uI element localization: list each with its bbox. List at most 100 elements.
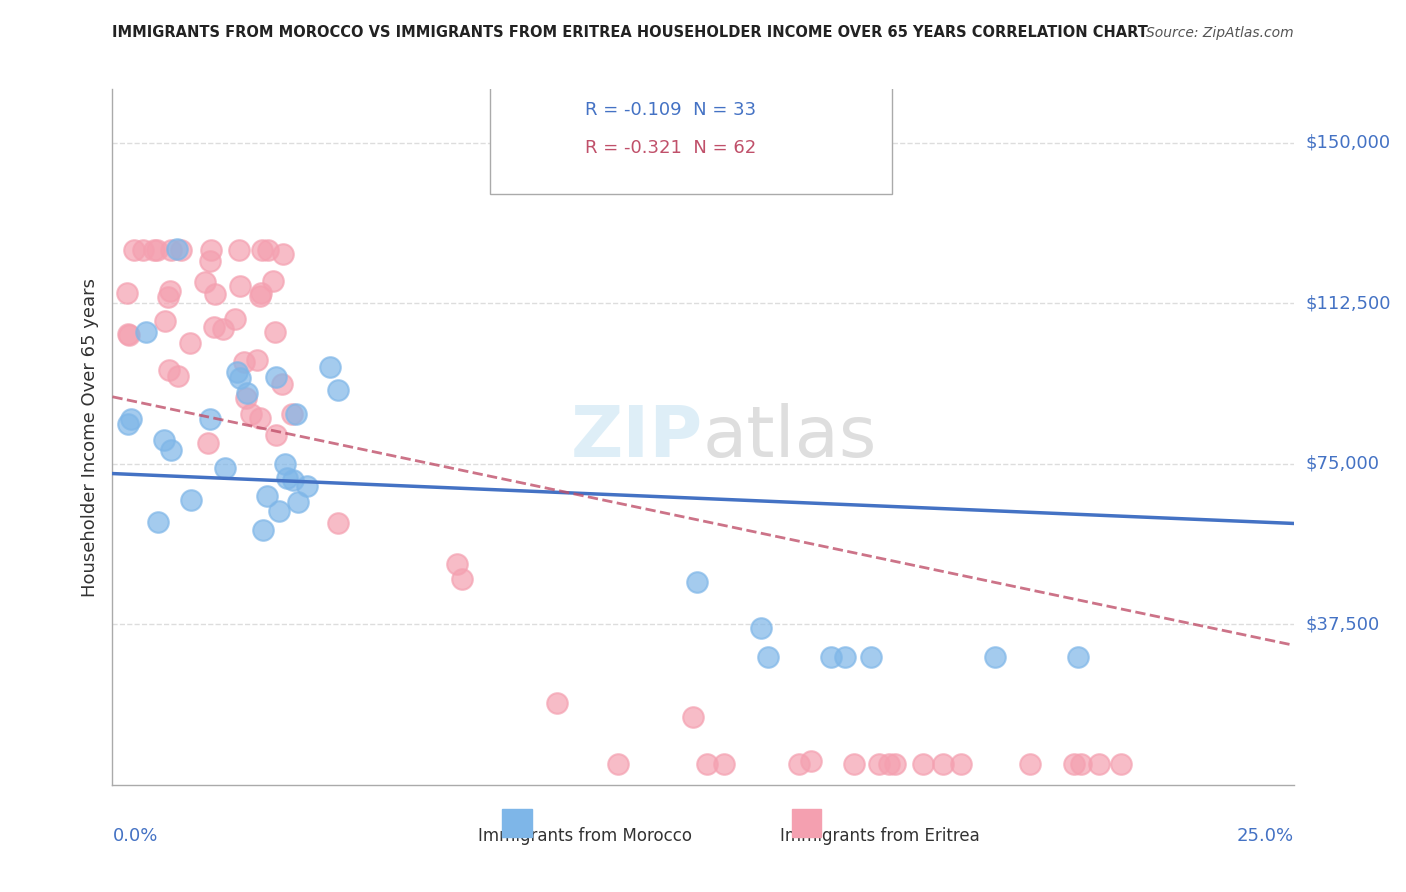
Point [682, 710, 704, 724]
FancyBboxPatch shape [520, 124, 567, 166]
Text: Immigrants from Morocco: Immigrants from Morocco [478, 827, 692, 845]
Point [117, 327, 139, 342]
Point [266, 370, 288, 384]
Point [117, 417, 139, 431]
Point [263, 325, 285, 339]
Point [156, 290, 179, 304]
Point [446, 557, 468, 571]
Point [145, 243, 167, 257]
Point [1109, 756, 1132, 771]
Text: $112,500: $112,500 [1305, 294, 1391, 312]
Point [200, 243, 222, 257]
Text: IMMIGRANTS FROM MOROCCO VS IMMIGRANTS FROM ERITREA HOUSEHOLDER INCOME OVER 65 YE: IMMIGRANTS FROM MOROCCO VS IMMIGRANTS FR… [112, 26, 1149, 40]
Point [229, 279, 252, 293]
Point [228, 243, 250, 257]
Text: $37,500: $37,500 [1305, 615, 1379, 633]
Point [224, 312, 246, 326]
Point [1019, 756, 1042, 771]
Text: 25.0%: 25.0% [1236, 827, 1294, 845]
Point [198, 412, 221, 426]
Point [135, 325, 157, 339]
FancyBboxPatch shape [520, 89, 567, 131]
Point [148, 515, 170, 529]
Point [1088, 756, 1111, 771]
Point [860, 649, 883, 664]
Point [546, 696, 568, 710]
FancyBboxPatch shape [491, 54, 891, 194]
Point [319, 360, 342, 375]
Text: $150,000: $150,000 [1305, 134, 1391, 152]
Point [820, 649, 842, 664]
Point [249, 411, 271, 425]
Point [143, 243, 166, 257]
Point [252, 243, 274, 257]
Y-axis label: Householder Income Over 65 years: Householder Income Over 65 years [80, 277, 98, 597]
Point [194, 275, 217, 289]
Point [868, 756, 890, 771]
Point [211, 321, 233, 335]
Point [800, 754, 823, 768]
Point [1063, 756, 1085, 771]
Text: $75,000: $75,000 [1305, 455, 1379, 473]
Bar [792, 809, 821, 837]
Text: Source: ZipAtlas.com: Source: ZipAtlas.com [1146, 27, 1294, 40]
Point [204, 286, 226, 301]
Point [226, 365, 249, 379]
Point [281, 407, 304, 421]
Point [932, 756, 955, 771]
Point [197, 435, 219, 450]
Point [214, 461, 236, 475]
Text: ZIP: ZIP [571, 402, 703, 472]
Point [229, 370, 252, 384]
Point [984, 649, 1007, 664]
Point [276, 471, 298, 485]
Point [686, 575, 709, 590]
Point [117, 327, 139, 342]
Point [236, 386, 259, 401]
Point [180, 493, 202, 508]
Point [328, 516, 350, 531]
Point [877, 756, 900, 771]
Point [295, 479, 318, 493]
Point [232, 355, 254, 369]
Point [249, 289, 271, 303]
Point [328, 383, 350, 397]
Point [120, 412, 142, 426]
Point [159, 443, 181, 458]
Point [271, 246, 294, 260]
Point [166, 369, 188, 384]
Point [132, 243, 155, 257]
Text: atlas: atlas [703, 402, 877, 472]
Point [696, 756, 718, 771]
Point [287, 495, 309, 509]
Point [250, 286, 273, 301]
Point [787, 756, 810, 771]
Point [157, 363, 180, 377]
Point [281, 473, 304, 487]
Point [606, 756, 628, 771]
Point [235, 392, 257, 406]
Point [267, 504, 290, 518]
Point [202, 320, 225, 334]
Point [246, 353, 269, 368]
Point [256, 489, 278, 503]
Bar [502, 809, 531, 837]
Point [274, 457, 297, 471]
Point [200, 253, 222, 268]
Text: R = -0.109  N = 33: R = -0.109 N = 33 [585, 101, 756, 119]
Point [713, 756, 735, 771]
Point [284, 407, 307, 421]
Point [949, 756, 972, 771]
Point [153, 314, 176, 328]
Text: 0.0%: 0.0% [112, 827, 157, 845]
Text: R = -0.321  N = 62: R = -0.321 N = 62 [585, 139, 756, 157]
Point [239, 407, 262, 421]
Point [166, 242, 188, 256]
Point [159, 284, 181, 298]
Point [844, 756, 866, 771]
Point [883, 756, 905, 771]
Point [153, 433, 176, 447]
Point [264, 428, 287, 442]
Point [252, 523, 274, 537]
Point [170, 243, 193, 257]
